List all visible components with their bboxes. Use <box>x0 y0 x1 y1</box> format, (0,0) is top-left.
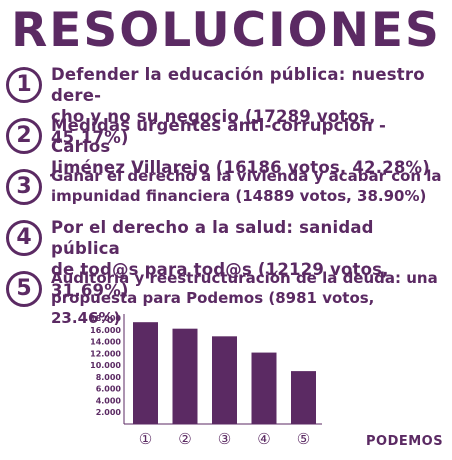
bar-2 <box>172 328 198 424</box>
resolution-3-line-2: impunidad financiera (14889 votos, 38.90… <box>51 187 427 205</box>
resolution-5-line-2: propuesta para Podemos (8981 votos, 23.4… <box>51 289 375 327</box>
number-circle-2: 2 <box>6 118 42 154</box>
x-category-label: ② <box>178 430 191 448</box>
resolution-3-line-1: Ganar el derecho a la vivienda y acabar … <box>51 167 442 185</box>
y-tick-label: 6.000 <box>96 385 122 394</box>
resolution-item-1: 1 Defender la educación pública: nuestro… <box>6 63 450 147</box>
y-tick-label: 2.000 <box>96 408 122 417</box>
y-tick-label: 10.000 <box>90 361 121 370</box>
bar-3 <box>212 336 237 424</box>
resolution-item-4: 4 Por el derecho a la salud: sanidad púb… <box>6 216 450 300</box>
x-category-label: ⑤ <box>297 430 310 448</box>
resolution-4-line-1: Por el derecho a la salud: sanidad públi… <box>51 218 374 258</box>
y-tick-label: 8.000 <box>96 373 122 382</box>
x-category-label: ③ <box>218 430 231 448</box>
votes-bar-chart: 18.000 16.000 14.000 12.000 10.000 8.000 6.000… <box>90 314 322 448</box>
resolution-text-4: Por el derecho a la salud: sanidad públi… <box>51 217 448 301</box>
y-tick-label: 18.000 <box>90 314 121 323</box>
number-circle-4: 4 <box>6 220 42 256</box>
resolution-item-5: 5 Auditoría y reestructuración de la deu… <box>6 267 450 327</box>
x-category-label: ④ <box>257 430 270 448</box>
bar-4 <box>251 352 277 424</box>
resolution-text-1: Defender la educación pública: nuestro d… <box>51 64 448 148</box>
resolution-4-line-2: de tod@s para tod@s (12129 votos, 31.69%… <box>51 260 389 300</box>
resolution-2-line-1: Medidas urgentes anti-corrupción - Carlo… <box>51 116 386 156</box>
resolution-1-line-2: cho y no su negocio (17289 votos, 45.17%… <box>51 107 376 147</box>
brand-logo-text: PODEMOS <box>366 434 444 449</box>
resolution-text-5: Auditoría y reestructuración de la deuda… <box>51 268 448 328</box>
y-tick-label: 4.000 <box>96 396 122 405</box>
resolution-5-line-1: Auditoría y reestructuración de la deuda… <box>51 269 438 287</box>
bar-1 <box>133 322 158 424</box>
resolution-text-2: Medidas urgentes anti-corrupción - Carlo… <box>51 115 448 178</box>
y-tick-label: 16.000 <box>90 326 121 335</box>
y-tick-label: 12.000 <box>90 349 121 358</box>
resolutions-list: 1 Defender la educación pública: nuestro… <box>6 63 450 327</box>
x-category-label: ① <box>139 430 152 448</box>
resolution-1-line-1: Defender la educación pública: nuestro d… <box>51 65 425 105</box>
y-tick-label: 14.000 <box>90 338 121 347</box>
page-title: RESOLUCIONES <box>11 3 441 58</box>
resolution-2-line-2: Jiménez Villarejo (16186 votos, 42.28%) <box>51 158 431 177</box>
number-circle-1: 1 <box>6 67 42 103</box>
resolution-item-2: 2 Medidas urgentes anti-corrupción - Car… <box>6 114 450 177</box>
bar-5 <box>291 371 316 424</box>
resolution-text-3: Ganar el derecho a la vivienda y acabar … <box>51 166 448 206</box>
resolution-item-3: 3 Ganar el derecho a la vivienda y acaba… <box>6 165 450 216</box>
number-circle-3: 3 <box>6 169 42 205</box>
number-circle-5: 5 <box>6 271 42 307</box>
